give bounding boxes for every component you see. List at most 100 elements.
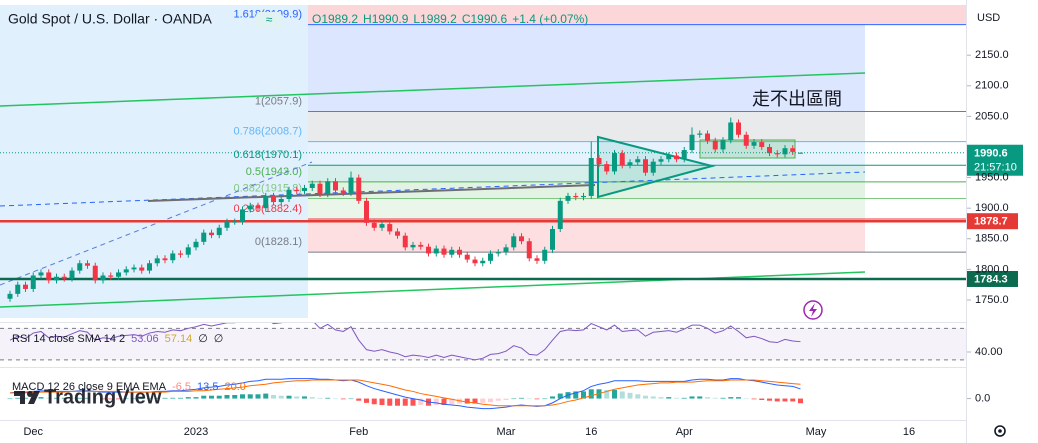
watermark-logo: [14, 391, 25, 404]
candle-body: [131, 267, 137, 270]
candle-body: [534, 258, 540, 261]
x-tick-label: Apr: [676, 426, 693, 438]
macd-hist-bar: [364, 398, 369, 403]
candle-body: [712, 140, 718, 150]
candle-body: [340, 190, 346, 193]
candle-body: [170, 253, 176, 261]
macd-hist-bar: [689, 396, 695, 399]
macd-hist-bar: [348, 398, 354, 400]
fib-zone: [308, 24, 865, 112]
candle-body: [542, 249, 548, 261]
currency[interactable]: USD: [977, 12, 1000, 24]
candle-body: [697, 133, 703, 135]
macd-hist-bar: [712, 397, 718, 399]
candle-body: [720, 140, 726, 150]
macd-hist-bar: [178, 397, 183, 399]
fib-zone: [308, 111, 865, 142]
y-tick-label: 1850.0: [975, 233, 1009, 245]
candle-body: [123, 269, 129, 273]
candle-body: [302, 187, 307, 192]
countdown: 21:57:10: [974, 162, 1017, 174]
badge[interactable]: [256, 12, 282, 28]
candle-body: [38, 272, 44, 276]
macd-hist-bar: [309, 397, 315, 399]
candle-body: [526, 241, 532, 259]
fib-zone: [308, 218, 865, 253]
macd-hist-bar: [433, 398, 439, 405]
macd-hist-bar: [681, 397, 687, 399]
macd-hist-bar: [38, 397, 44, 399]
y-tick-label: 1900.0: [975, 202, 1009, 214]
candle-body: [488, 253, 493, 261]
macd-hist-bar: [240, 394, 245, 399]
macd-hist-bar: [488, 398, 493, 403]
settings-icon: [998, 429, 1002, 433]
macd-hist-bar: [46, 397, 52, 399]
fib-zone: [308, 181, 865, 199]
candle-body: [333, 181, 338, 191]
candle-body: [619, 153, 625, 166]
macd-hist-bar: [573, 391, 579, 399]
macd-hist-bar: [170, 397, 176, 399]
macd-hist-bar: [720, 397, 726, 399]
x-tick-label: Feb: [349, 426, 368, 438]
candle-body: [643, 159, 648, 173]
fib-zone-top: [308, 5, 966, 24]
candle-body: [565, 195, 571, 201]
candle-body: [782, 148, 788, 155]
macd-hist-bar: [697, 396, 703, 399]
candle-body: [426, 246, 431, 254]
axis-layer: 1878.7 1784.3 1990.6 21:57:10 1750.0 1800.0 18…: [23, 49, 1023, 438]
candle-body: [116, 272, 121, 277]
candle-body: [61, 276, 67, 279]
candle-body: [627, 162, 633, 166]
candle-body: [519, 236, 524, 242]
rsi-line: [9, 322, 801, 361]
candle-body: [85, 263, 90, 266]
candle-body: [108, 275, 114, 277]
last-price-label: 1990.6: [974, 148, 1008, 160]
macd-hist-bar: [247, 394, 253, 399]
rsi-legend: RSI 14 close SMA 14 2 53.06 57.14 ∅ ∅: [12, 333, 223, 345]
candle-body: [790, 148, 796, 152]
candle-body: [139, 267, 145, 271]
candle-body: [162, 258, 168, 261]
macd-hist-bar: [449, 398, 455, 405]
macd-hist-bar: [511, 398, 517, 400]
candle-body: [588, 157, 594, 196]
macd-hist-bar: [705, 397, 710, 399]
x-tick-label: 16: [903, 426, 915, 438]
candle-body: [193, 241, 199, 248]
macd-hist-bar: [232, 395, 238, 399]
macd-hist-bar: [774, 398, 780, 402]
candle-body: [441, 248, 447, 255]
candle-body: [666, 155, 672, 160]
ohlc-value: H1990.9: [363, 12, 409, 26]
candle-body: [480, 260, 486, 264]
macd-hist-bar: [550, 396, 555, 399]
candle-body: [395, 231, 400, 236]
candle-body: [596, 157, 602, 165]
symbol-title[interactable]: Gold Spot / U.S. Dollar · OANDA: [8, 11, 213, 27]
macd-hist-bar: [123, 398, 129, 400]
candle-body: [92, 265, 98, 281]
candle-body: [154, 258, 160, 264]
fib-zone: [308, 141, 865, 166]
alert-icon[interactable]: [803, 300, 823, 320]
macd-hist-bar: [23, 397, 28, 399]
settings-button[interactable]: [994, 425, 1006, 437]
macd-hist-bar: [782, 398, 788, 402]
candle-body: [216, 227, 222, 236]
candle-body: [681, 150, 687, 160]
candle-body: [54, 276, 59, 281]
macd-hist-bar: [526, 398, 532, 400]
macd-hist-bar: [666, 397, 672, 399]
candle-body: [705, 133, 710, 141]
candle-body: [410, 244, 416, 248]
macd-hist-bar: [495, 398, 501, 401]
candle-body: [767, 146, 772, 154]
ohlc-value: L1989.2: [413, 12, 457, 26]
macd-hist-bar: [201, 395, 207, 399]
macd-hist-bar: [69, 398, 75, 400]
